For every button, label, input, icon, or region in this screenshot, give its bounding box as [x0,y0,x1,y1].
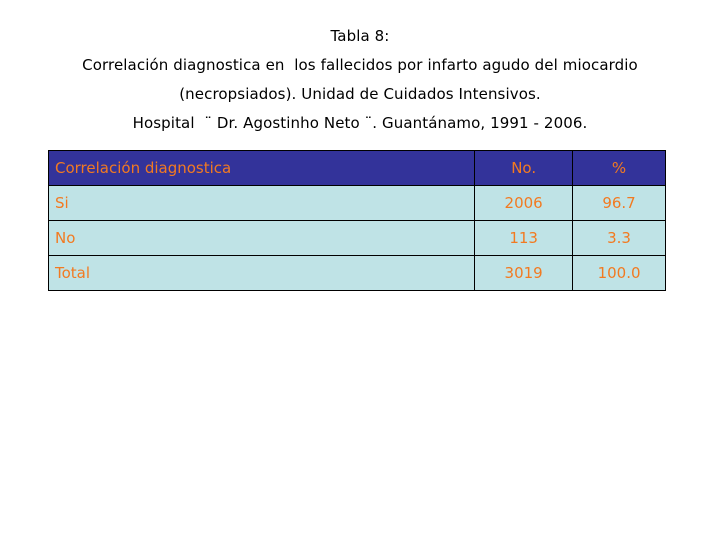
row-label: Total [47,255,476,291]
table-number: Tabla 8: [330,27,390,45]
row-count: 113 [474,220,574,256]
header-correlacion: Correlación diagnostica [47,150,476,186]
table-title-line-1: Correlación diagnostica en los fallecido… [82,56,638,74]
row-label: Si [47,185,476,221]
table-row: Si 2006 96.7 [47,185,666,221]
row-percent: 3.3 [572,220,666,256]
row-percent: 96.7 [572,185,666,221]
data-table: Correlación diagnostica No. % Si 2006 96… [47,150,666,291]
table-title-line-3: Hospital ¨ Dr. Agostinho Neto ¨. Guantán… [132,114,588,132]
row-count: 3019 [474,255,574,291]
table-title-line-2: (necropsiados). Unidad de Cuidados Inten… [179,85,541,103]
row-count: 2006 [474,185,574,221]
table-row: No 113 3.3 [47,220,666,256]
table-row-total: Total 3019 100.0 [47,255,666,291]
header-percent: % [572,150,666,186]
row-label: No [47,220,476,256]
table-header-row: Correlación diagnostica No. % [47,150,666,186]
header-no: No. [474,150,574,186]
row-percent: 100.0 [572,255,666,291]
